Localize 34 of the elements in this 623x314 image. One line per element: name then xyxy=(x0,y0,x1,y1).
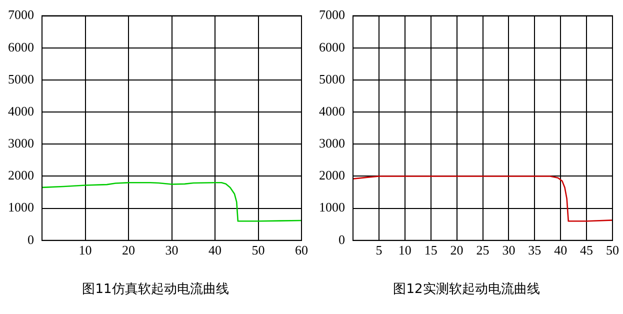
y-tick-label: 0 xyxy=(338,232,345,247)
y-tick-label: 6000 xyxy=(319,39,345,54)
caption: 图12实测软起动电流曲线 xyxy=(392,281,541,298)
y-tick-label: 2000 xyxy=(319,168,345,183)
y-tick-label: 3000 xyxy=(319,136,345,151)
caption: 图11仿真软起动电流曲线 xyxy=(81,281,230,298)
y-tick-label: 1000 xyxy=(319,200,345,215)
y-tick-label: 4000 xyxy=(8,103,34,118)
x-tick-label: 50 xyxy=(606,242,619,258)
x-tick-label: 45 xyxy=(580,242,594,258)
x-tick-label: 35 xyxy=(528,242,542,258)
y-tick-label: 7000 xyxy=(319,7,345,22)
y-tick-label: 2000 xyxy=(8,168,34,183)
x-tick-label: 30 xyxy=(165,242,178,258)
x-tick-label: 20 xyxy=(450,242,464,258)
x-tick-label: 5 xyxy=(376,242,382,258)
x-tick-label: 40 xyxy=(554,242,568,258)
y-tick-label: 0 xyxy=(28,232,34,247)
y-tick-label: 1000 xyxy=(8,200,34,215)
x-tick-label: 10 xyxy=(78,242,92,258)
x-tick-label: 30 xyxy=(502,242,516,258)
y-tick-label: 3000 xyxy=(8,136,34,151)
y-tick-label: 6000 xyxy=(8,39,34,54)
x-tick-label: 10 xyxy=(398,242,412,258)
x-tick-label: 20 xyxy=(122,242,135,258)
y-tick-label: 4000 xyxy=(319,103,345,118)
x-tick-label: 25 xyxy=(476,242,490,258)
y-tick-label: 5000 xyxy=(319,71,345,86)
y-tick-label: 5000 xyxy=(8,71,34,86)
y-tick-label: 7000 xyxy=(8,7,34,22)
x-tick-label: 15 xyxy=(424,242,438,258)
x-tick-label: 60 xyxy=(295,242,308,258)
x-tick-label: 40 xyxy=(208,242,222,258)
x-tick-label: 50 xyxy=(252,242,265,258)
